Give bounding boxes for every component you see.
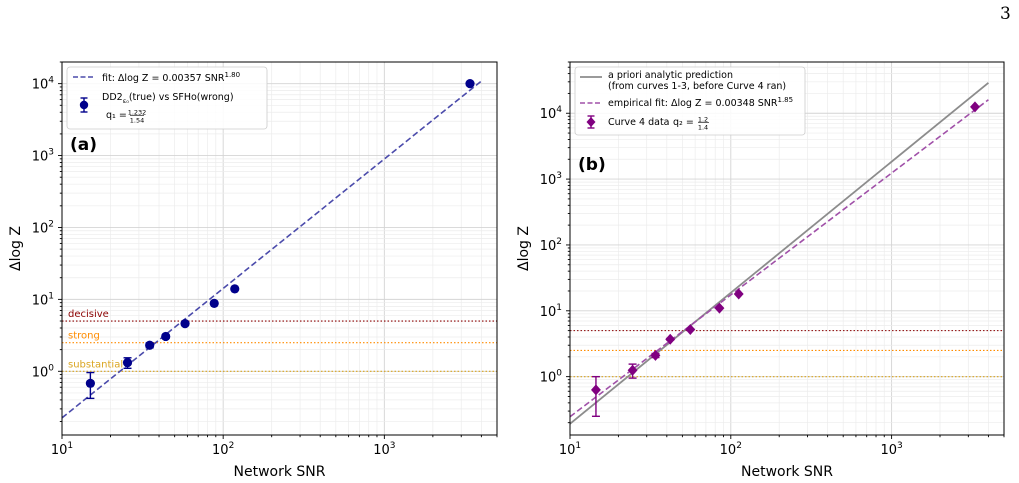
data-point — [685, 324, 696, 336]
panel-label: (b) — [578, 155, 606, 175]
legend-label-series: DD2ε₀(true) vs SFHo(wrong) — [102, 92, 234, 105]
x-axis-label: Network SNR — [234, 464, 326, 480]
threshold-lines: decisive strong substantial — [62, 309, 497, 372]
x-tick-label: 101 — [51, 441, 73, 458]
data-point — [627, 364, 638, 376]
legend-q-denominator: 1.4 — [698, 124, 708, 132]
data-point — [665, 333, 676, 345]
grid-lines — [62, 62, 497, 435]
fit-line-0 — [570, 82, 989, 425]
y-tick-label: 102 — [32, 219, 54, 236]
threshold-lines — [570, 330, 1004, 378]
legend: fit: Δlog Z = 0.00357 SNR1.80 DD2ε₀(true)… — [66, 66, 268, 130]
data-point — [161, 331, 171, 342]
data-point — [590, 384, 601, 396]
threshold-label-strong: strong — [68, 331, 100, 342]
chart-panel-b: 101 102 103 Network SNR 100 101 102 103 104 Δlog … — [516, 61, 1005, 480]
y-axis-label: Δlog Z — [516, 226, 532, 271]
fit-lines — [570, 82, 989, 425]
legend-swatch-marker — [586, 117, 596, 127]
data-point — [145, 340, 155, 350]
x-axis: 101 102 103 Network SNR — [559, 435, 1005, 480]
y-tick-label: 103 — [540, 171, 562, 188]
x-axis-label: Network SNR — [741, 464, 833, 480]
y-tick-label: 104 — [32, 76, 55, 93]
legend-label-empirical: empirical fit: Δlog Z = 0.00348 SNR1.85 — [608, 96, 793, 109]
data-point — [465, 79, 475, 89]
data-point — [85, 378, 95, 388]
legend-box — [66, 66, 268, 130]
x-tick-label: 101 — [559, 441, 581, 458]
chart-panel-a: decisive strong substantial 101 102 103 Networ… — [8, 61, 498, 480]
data-point — [230, 284, 240, 294]
x-tick-label: 103 — [373, 441, 395, 458]
legend-label-apriori-line2: (from curves 1-3, before Curve 4 ran) — [608, 81, 786, 92]
axes-frame — [61, 61, 498, 436]
data-point — [733, 288, 744, 300]
axes-frame — [569, 61, 1005, 436]
legend-q-numerator: 1.2 — [698, 116, 708, 124]
legend-q-prefix: q₁ = — [106, 110, 127, 121]
y-axis: 100 101 102 103 104 Δlog Z — [8, 61, 62, 422]
panel-label: (a) — [70, 135, 97, 155]
x-tick-label: 103 — [880, 441, 902, 458]
page-number: 3 — [1000, 4, 1011, 24]
legend-label-fit: fit: Δlog Z = 0.00357 SNR1.80 — [102, 71, 240, 84]
legend: a priori analytic prediction(from curves… — [574, 66, 806, 136]
y-tick-label: 102 — [540, 237, 562, 254]
legend-label-apriori: a priori analytic prediction — [608, 70, 733, 81]
legend-q-numerator: 1.232 — [128, 109, 147, 117]
y-axis-label: Δlog Z — [8, 226, 24, 271]
legend-box — [574, 66, 806, 136]
data-point — [180, 319, 190, 329]
y-tick-label: 100 — [540, 369, 563, 386]
threshold-label-decisive: decisive — [68, 309, 109, 320]
legend-q-prefix: q₂ = — [673, 117, 694, 128]
fit-line-1 — [570, 99, 989, 418]
threshold-label-substantial: substantial — [68, 359, 123, 370]
y-tick-label: 101 — [540, 303, 562, 320]
data-point — [122, 358, 133, 368]
y-axis: 100 101 102 103 104 Δlog Z — [516, 61, 570, 424]
data-point — [650, 349, 661, 361]
data-points — [590, 101, 980, 417]
data-points — [85, 79, 475, 400]
legend-swatch-marker — [79, 100, 89, 110]
y-tick-label: 100 — [32, 363, 55, 380]
data-point — [209, 298, 219, 308]
data-point — [714, 302, 725, 314]
y-tick-label: 103 — [32, 148, 54, 165]
legend-q-denominator: 1.54 — [130, 117, 144, 125]
x-tick-label: 102 — [720, 441, 742, 458]
y-tick-label: 104 — [540, 105, 563, 122]
x-axis: 101 102 103 Network SNR — [51, 435, 498, 480]
y-tick-label: 101 — [32, 291, 54, 308]
data-point — [970, 101, 980, 113]
legend-label-series: Curve 4 data — [608, 117, 670, 128]
x-tick-label: 102 — [212, 441, 234, 458]
